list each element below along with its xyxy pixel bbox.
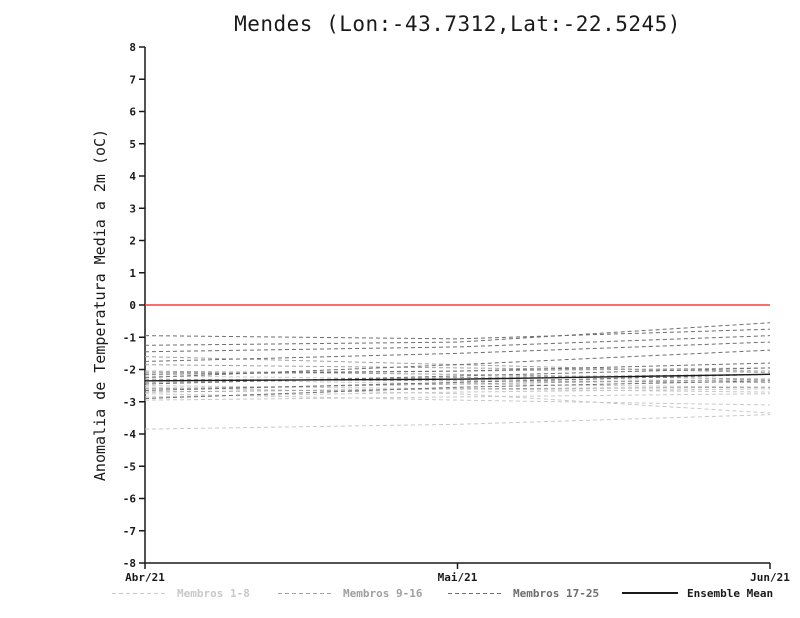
chart-title: Mendes (Lon:-43.7312,Lat:-22.5245) [234,12,681,36]
legend-line-swatch [448,592,504,594]
member-line [144,393,771,401]
legend-line-swatch [112,592,168,594]
member-line [144,335,771,353]
y-tick-label: 3 [129,202,136,215]
y-tick-label: -6 [123,493,137,506]
legend-label: Ensemble Mean [687,586,774,600]
member-line [144,364,771,372]
y-tick-label: -2 [123,364,136,377]
y-tick-label: -4 [123,428,137,441]
x-tick-label: Jun/21 [750,571,790,584]
y-tick-label: -1 [123,331,137,344]
legend-label: Membros 9-16 [343,586,423,600]
legend-line-swatch [622,592,678,594]
member-line [144,373,771,391]
member-line [144,362,771,375]
legend-item-membros-17-25: Membros 17-25 [448,584,599,602]
y-tick-label: 6 [129,106,136,119]
legend-line-swatch [278,592,334,594]
ensemble-mean-line [144,373,771,382]
y-tick-label: 4 [129,170,136,183]
member-line [144,414,771,430]
y-tick-label: 7 [129,73,136,86]
y-tick-label: -5 [123,460,136,473]
member-line [144,322,771,346]
x-tick-label: Mai/21 [438,571,478,584]
member-line [144,349,771,379]
member-line [144,380,771,400]
y-tick-label: -8 [123,557,136,570]
y-tick-label: 1 [129,267,136,280]
legend-label: Membros 17-25 [513,586,600,600]
member-line [144,341,771,362]
member-line [144,378,771,390]
member-line [144,386,771,414]
y-tick-label: 2 [129,235,136,248]
member-line [144,388,771,398]
member-line [144,378,771,383]
legend: Membros 1-8 Membros 9-16 Membros 17-25 E… [0,584,800,602]
y-tick-label: 8 [129,41,136,54]
member-line [144,367,771,374]
y-tick-label: 5 [129,138,136,151]
member-line [144,356,771,374]
member-line [144,386,771,393]
x-tick-label: Abr/21 [125,571,165,584]
legend-item-ensemble-mean: Ensemble Mean [622,584,773,602]
member-line [144,375,771,382]
member-line [144,367,771,385]
legend-item-membros-9-16: Membros 9-16 [278,584,422,602]
member-line [144,370,771,380]
legend-label: Membros 1-8 [177,586,250,600]
member-line [144,393,771,406]
y-tick-label: -3 [123,396,136,409]
member-line [144,378,771,388]
y-tick-label: -7 [123,525,136,538]
legend-item-membros-1-8: Membros 1-8 [112,584,250,602]
y-tick-label: 0 [129,299,136,312]
member-line [144,385,771,393]
member-line [144,328,771,340]
